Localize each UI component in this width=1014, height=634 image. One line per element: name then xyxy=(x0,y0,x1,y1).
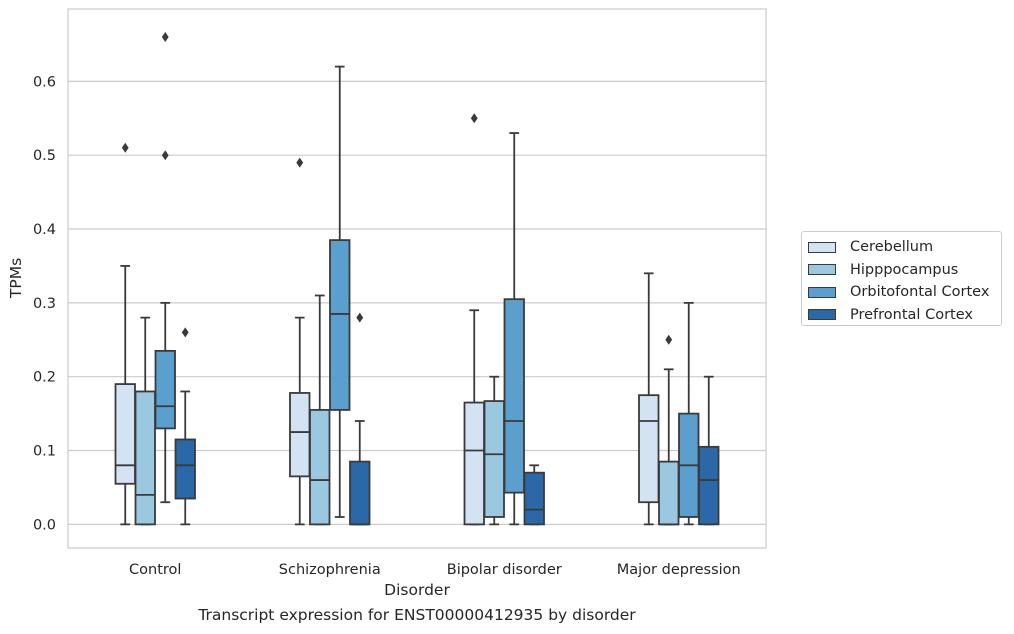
box-prefrontal-cortex-3 xyxy=(698,375,720,526)
box-body xyxy=(329,239,351,411)
y-tick-label: 0.2 xyxy=(33,370,56,386)
outlier-marker xyxy=(665,334,673,345)
box-cerebellum-0 xyxy=(114,142,136,526)
box-hipppocampus-1 xyxy=(309,294,331,526)
legend-swatch-cerebellum xyxy=(808,241,836,253)
x-tick-labels: Control Schizophrenia Bipolar disorder Majo… xyxy=(129,562,741,578)
box-prefrontal-cortex-1 xyxy=(349,312,371,526)
box-body xyxy=(503,298,525,494)
y-tick-label: 0.0 xyxy=(33,517,56,533)
box-body xyxy=(289,392,311,478)
outlier-marker xyxy=(161,150,169,161)
figure-caption: Transcript expression for ENST0000041293… xyxy=(198,606,636,624)
outlier-marker xyxy=(121,142,129,153)
box-body xyxy=(174,438,196,500)
y-tick-label: 0.3 xyxy=(33,296,56,312)
y-tick-labels: 0.0 0.1 0.2 0.3 0.4 0.5 0.6 xyxy=(33,74,56,533)
legend-label: Orbitofontal Cortex xyxy=(850,284,990,301)
box-body xyxy=(698,445,720,526)
grid-lines xyxy=(68,80,766,525)
box-hipppocampus-0 xyxy=(134,316,156,526)
box-body xyxy=(309,409,331,526)
outlier-marker xyxy=(181,327,189,338)
box-orbitofontal-cortex-0 xyxy=(154,32,176,504)
legend-label: Cerebellum xyxy=(850,239,934,256)
box-body xyxy=(463,401,485,526)
y-tick-label: 0.4 xyxy=(33,222,56,238)
legend-label: Hipppocampus xyxy=(850,261,959,278)
box-orbitofontal-cortex-1 xyxy=(329,65,351,518)
box-body xyxy=(638,394,660,504)
box-body xyxy=(154,349,176,430)
box-cerebellum-1 xyxy=(289,157,311,526)
y-tick-label: 0.5 xyxy=(33,148,56,164)
box-cerebellum-2 xyxy=(463,113,485,526)
outlier-marker xyxy=(356,312,364,323)
x-tick-label: Major depression xyxy=(617,562,741,578)
y-axis-label: TPMs xyxy=(7,258,25,299)
outlier-marker xyxy=(296,157,304,168)
box-body xyxy=(658,460,680,526)
box-body xyxy=(114,383,136,485)
legend-swatch-hippocampus xyxy=(808,264,836,276)
x-tick-label: Control xyxy=(129,562,181,578)
box-orbitofontal-cortex-2 xyxy=(503,132,525,526)
y-tick-label: 0.1 xyxy=(33,444,56,460)
legend-swatch-orbitofrontal xyxy=(808,286,836,298)
boxes-layer xyxy=(114,32,720,526)
x-tick-label: Bipolar disorder xyxy=(447,562,562,578)
x-tick-label: Schizophrenia xyxy=(279,562,381,578)
box-body xyxy=(349,460,371,526)
x-axis-label: Disorder xyxy=(384,581,450,599)
box-orbitofontal-cortex-3 xyxy=(678,301,700,526)
box-body xyxy=(134,390,156,526)
legend-label: Prefrontal Cortex xyxy=(850,306,973,323)
legend-item-cerebellum: Cerebellum xyxy=(808,236,1001,259)
outlier-marker xyxy=(161,32,169,43)
legend-item-hippocampus: Hipppocampus xyxy=(808,259,1001,282)
legend-item-prefrontal: Prefrontal Cortex xyxy=(808,304,1001,327)
outlier-marker xyxy=(470,113,478,124)
box-hipppocampus-2 xyxy=(483,375,505,526)
box-hipppocampus-3 xyxy=(658,334,680,526)
plot-frame xyxy=(67,8,767,549)
box-body xyxy=(483,400,505,518)
legend-item-orbitofrontal: Orbitofontal Cortex xyxy=(808,281,1001,304)
y-tick-label: 0.6 xyxy=(33,74,56,90)
box-cerebellum-3 xyxy=(638,272,660,526)
legend-swatch-prefrontal xyxy=(808,309,836,321)
box-prefrontal-cortex-0 xyxy=(174,327,196,526)
legend: Cerebellum Hipppocampus Orbitofontal Cor… xyxy=(801,231,1002,326)
box-body xyxy=(523,471,545,526)
box-prefrontal-cortex-2 xyxy=(523,464,545,526)
